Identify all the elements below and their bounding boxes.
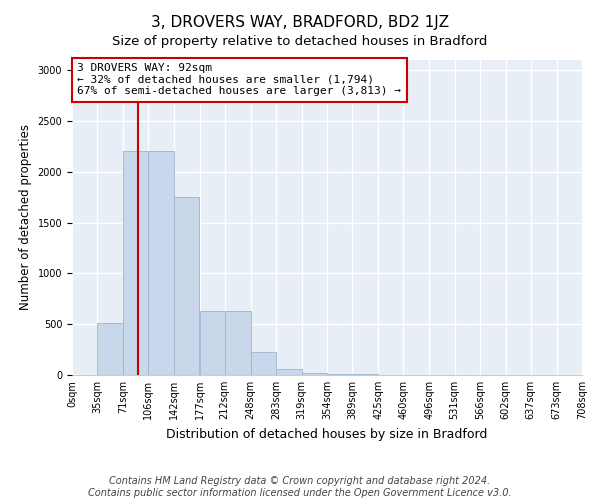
Bar <box>251 352 276 375</box>
Bar <box>302 373 327 375</box>
Text: Size of property relative to detached houses in Bradford: Size of property relative to detached ho… <box>112 35 488 48</box>
Bar <box>276 369 302 375</box>
Text: 3 DROVERS WAY: 92sqm
← 32% of detached houses are smaller (1,794)
67% of semi-de: 3 DROVERS WAY: 92sqm ← 32% of detached h… <box>77 63 401 96</box>
Bar <box>199 312 225 375</box>
Bar <box>352 374 378 375</box>
Text: 3, DROVERS WAY, BRADFORD, BD2 1JZ: 3, DROVERS WAY, BRADFORD, BD2 1JZ <box>151 15 449 30</box>
Bar <box>225 312 251 375</box>
Bar <box>148 152 174 375</box>
Bar <box>97 323 123 375</box>
Text: Contains HM Land Registry data © Crown copyright and database right 2024.
Contai: Contains HM Land Registry data © Crown c… <box>88 476 512 498</box>
Y-axis label: Number of detached properties: Number of detached properties <box>19 124 32 310</box>
Bar <box>327 374 352 375</box>
X-axis label: Distribution of detached houses by size in Bradford: Distribution of detached houses by size … <box>166 428 488 440</box>
Bar <box>174 197 199 375</box>
Bar <box>123 152 148 375</box>
